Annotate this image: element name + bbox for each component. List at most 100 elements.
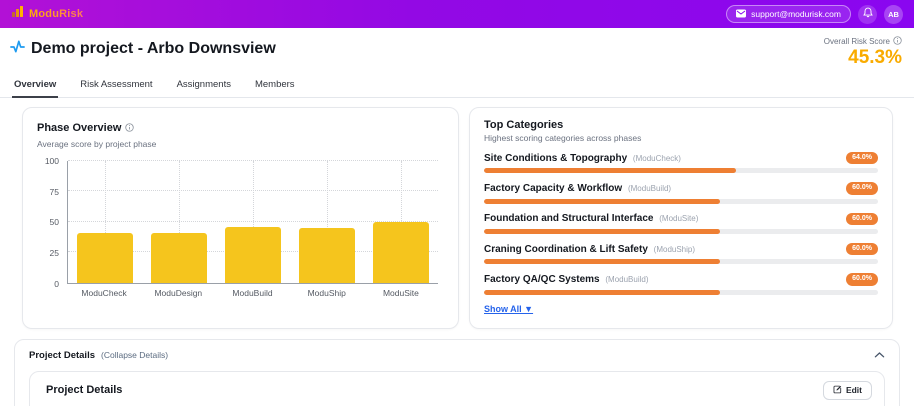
- brand-name: ModuRisk: [29, 8, 84, 20]
- category-phase: (ModuCheck): [632, 153, 681, 163]
- y-tick-label: 25: [49, 248, 59, 259]
- category-progress-track: [484, 229, 878, 235]
- category-item: Craning Coordination & Lift Safety (Modu…: [484, 243, 878, 265]
- tab-label: Overview: [14, 78, 57, 90]
- x-tick-label: ModuBuild: [232, 287, 273, 298]
- category-score-badge: 60.0%: [846, 243, 878, 256]
- top-categories-list: Site Conditions & Topography (ModuCheck)…: [484, 151, 878, 295]
- brand[interactable]: ModuRisk: [11, 5, 83, 23]
- category-progress-fill: [484, 168, 737, 174]
- phase-bar[interactable]: [224, 226, 282, 283]
- content-cards: Phase Overview Average score by project …: [0, 98, 914, 329]
- activity-icon: [10, 39, 25, 59]
- overall-risk-score-value: 45.3%: [848, 47, 902, 68]
- x-tick-label: ModuDesign: [154, 287, 203, 298]
- phase-bar[interactable]: [372, 221, 430, 283]
- support-email-label: support@modurisk.com: [751, 9, 841, 19]
- category-progress-track: [484, 289, 878, 295]
- category-score-badge: 60.0%: [846, 212, 878, 226]
- category-name: Foundation and Structural Interface (Mod…: [484, 213, 699, 225]
- category-progress-fill: [484, 259, 721, 265]
- tab[interactable]: Overview: [12, 73, 59, 98]
- tab[interactable]: Assignments: [175, 73, 233, 98]
- phase-chart-plot: [67, 159, 438, 284]
- chart-column: [142, 160, 216, 283]
- x-tick-label: ModuShip: [307, 287, 346, 298]
- edit-button[interactable]: Edit: [822, 380, 872, 400]
- category-progress-fill: [484, 229, 721, 235]
- page-title: Demo project - Arbo Downsview: [31, 40, 276, 57]
- edit-icon: [833, 385, 842, 396]
- info-icon[interactable]: [893, 36, 902, 47]
- category-progress-track: [484, 168, 878, 174]
- project-details-section: Project Details (Collapse Details) Proje…: [14, 338, 900, 406]
- y-tick-label: 50: [49, 217, 59, 228]
- category-item: Foundation and Structural Interface (Mod…: [484, 212, 878, 235]
- support-email-button[interactable]: support@modurisk.com: [726, 5, 851, 23]
- tab[interactable]: Members: [253, 73, 297, 98]
- bell-icon: [862, 5, 873, 23]
- category-progress-fill: [484, 289, 721, 295]
- info-icon[interactable]: [125, 119, 135, 137]
- x-tick-label: ModuCheck: [81, 287, 127, 298]
- user-avatar[interactable]: AB: [884, 4, 903, 24]
- phase-overview-subtitle: Average score by project phase: [37, 138, 157, 149]
- category-name: Craning Coordination & Lift Safety (Modu…: [484, 243, 696, 255]
- tabs: Overview Risk Assessment Assignments Member…: [0, 73, 914, 98]
- category-phase: (ModuShip): [653, 244, 696, 254]
- top-categories-subtitle: Highest scoring categories across phases: [484, 132, 642, 143]
- category-item: Site Conditions & Topography (ModuCheck)…: [484, 151, 878, 174]
- chart-gridline: [327, 160, 328, 283]
- overall-risk-score-label: Overall Risk Score: [823, 37, 890, 46]
- chart-column: [364, 160, 438, 283]
- project-details-card-title: Project Details: [46, 383, 123, 396]
- tab-label: Members: [254, 78, 295, 90]
- chart-gridline: [68, 159, 438, 161]
- brand-logo-icon: [11, 5, 24, 23]
- phase-bar-chart: 0 25 50 75 100 ModuCheck ModuDesign ModuBuild M…: [37, 156, 444, 303]
- chart-column: [216, 160, 290, 283]
- category-item: Factory QA/QC Systems (ModuBuild) 60.0%: [484, 273, 878, 295]
- edit-button-label: Edit: [845, 385, 862, 396]
- category-score-badge: 60.0%: [846, 182, 878, 195]
- collapse-details-link[interactable]: (Collapse Details): [101, 349, 169, 360]
- chart-gridline: [179, 160, 180, 283]
- phase-overview-card: Phase Overview Average score by project …: [22, 106, 459, 329]
- category-progress-fill: [484, 198, 721, 204]
- category-name: Site Conditions & Topography (ModuCheck): [484, 152, 681, 164]
- tab-label: Risk Assessment: [80, 78, 153, 90]
- category-phase: (ModuSite): [659, 214, 699, 224]
- chart-column: [290, 160, 364, 283]
- project-details-card-subtitle: Snapshot from the project setup: [46, 405, 868, 406]
- chart-gridline: [253, 160, 254, 283]
- project-details-card: Project Details Edit Snapshot from the p…: [29, 370, 885, 406]
- top-categories-title: Top Categories: [484, 118, 564, 131]
- category-progress-track: [484, 259, 878, 265]
- app-header: ModuRisk support@modurisk.com AB: [0, 0, 914, 28]
- category-score-badge: 64.0%: [846, 151, 878, 165]
- x-tick-label: ModuSite: [382, 287, 419, 298]
- phase-bar[interactable]: [76, 232, 134, 283]
- y-tick-label: 75: [49, 186, 59, 197]
- phase-bar[interactable]: [150, 232, 208, 283]
- category-phase: (ModuBuild): [627, 183, 672, 193]
- show-all-link[interactable]: Show All ▼: [484, 303, 534, 314]
- category-item: Factory Capacity & Workflow (ModuBuild) …: [484, 182, 878, 204]
- category-phase: (ModuBuild): [605, 275, 649, 285]
- y-tick-label: 0: [54, 278, 59, 289]
- y-tick-label: 100: [44, 155, 59, 166]
- chart-column: [68, 160, 142, 283]
- tab-label: Assignments: [176, 78, 231, 90]
- envelope-icon: [736, 9, 747, 20]
- category-progress-track: [484, 198, 878, 204]
- project-details-section-title: Project Details: [29, 349, 95, 361]
- notifications-button[interactable]: [858, 4, 877, 24]
- category-score-badge: 60.0%: [846, 273, 878, 286]
- chart-y-axis: 0 25 50 75 100: [37, 156, 63, 289]
- phase-bar[interactable]: [298, 227, 356, 283]
- category-name: Factory Capacity & Workflow (ModuBuild): [484, 182, 672, 194]
- chart-gridline: [105, 160, 106, 283]
- page-header: Demo project - Arbo Downsview Overall Ri…: [0, 28, 914, 69]
- tab[interactable]: Risk Assessment: [78, 73, 154, 98]
- chevron-up-icon[interactable]: [874, 351, 885, 359]
